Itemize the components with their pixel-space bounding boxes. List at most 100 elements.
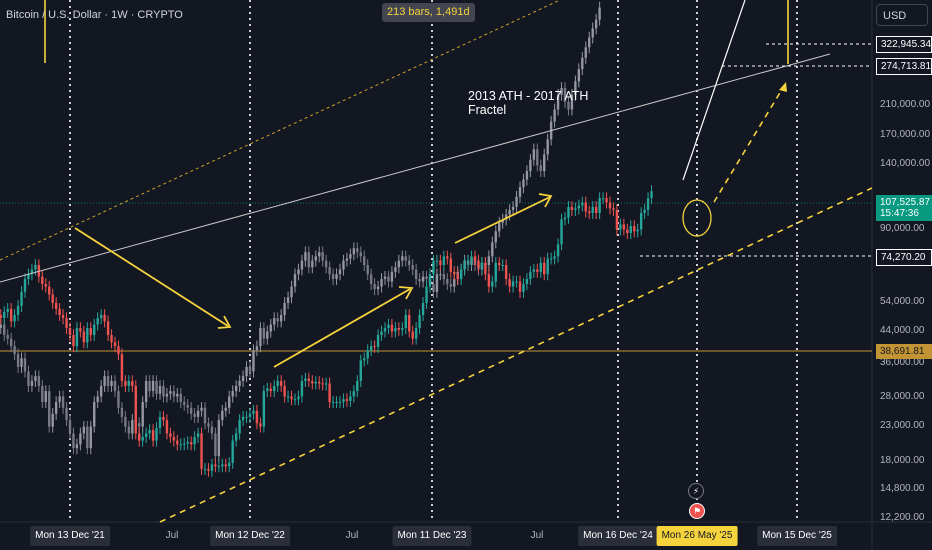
candle-body (207, 468, 210, 471)
candle-body (432, 260, 435, 275)
currency-button[interactable]: USD (876, 4, 928, 26)
candle-body (598, 198, 601, 213)
fractal-candle-body (453, 279, 456, 287)
candle-body (619, 224, 622, 230)
candle-body (401, 328, 404, 330)
bolt-icon[interactable]: ⚡ (688, 483, 704, 499)
candle-body (245, 416, 248, 418)
candle-body (266, 388, 269, 392)
candle-body (217, 466, 221, 468)
fractal-candle-body (342, 260, 345, 270)
candle-body (248, 413, 252, 417)
fractal-candle-body (151, 380, 155, 392)
candle-body (189, 442, 193, 445)
candle-body (532, 269, 536, 272)
candle-body (41, 276, 44, 285)
time-tick-jul: Jul (345, 530, 359, 541)
annotation-line-2: Fractel (468, 103, 507, 117)
fractal-overlay-candles (0, 1, 601, 463)
flag-icon[interactable]: ⚑ (689, 503, 705, 519)
fractal-candle-body (304, 252, 307, 261)
candle-body (117, 346, 120, 355)
upper-dotted-trendline[interactable] (0, 0, 561, 261)
projection-steep-line[interactable] (682, 0, 746, 181)
candle-body (96, 318, 99, 325)
fractal-candle-body (148, 380, 151, 392)
candle-body (186, 442, 189, 444)
fractal-annotation[interactable]: 2013 ATH - 2017 ATH Fractel (468, 89, 588, 117)
candle-body (255, 410, 259, 424)
fractal-candle-body (176, 393, 179, 397)
candle-body (456, 274, 459, 280)
candle-body (428, 274, 432, 287)
candle-body (103, 314, 106, 322)
candle-body (321, 383, 324, 385)
candle-body (536, 269, 539, 272)
candle-body (411, 331, 414, 339)
candle-body (608, 202, 612, 209)
fractal-candle-body (72, 433, 75, 449)
fractal-candle-body (432, 284, 435, 292)
time-label-dec-2024: Mon 16 Dec '24 (578, 526, 658, 546)
candle-body (380, 331, 383, 336)
lower-support-trendline[interactable] (159, 187, 873, 523)
projection-dashed-line[interactable] (713, 85, 785, 203)
candle-body (3, 311, 6, 319)
candle-body (318, 381, 321, 384)
fractal-candle-body (61, 396, 65, 408)
price-tick: 90,000.00 (880, 223, 925, 234)
fractal-candle-body (421, 276, 425, 282)
candle-body (636, 229, 639, 232)
white-trendline[interactable] (0, 53, 831, 283)
fractal-candle-body (501, 219, 504, 223)
fractal-candle-body (307, 252, 311, 268)
fractal-candle-body (321, 252, 324, 261)
candle-body (72, 335, 75, 347)
fractal-candle-body (539, 165, 542, 172)
candle-body (300, 380, 304, 397)
candle-body (138, 433, 141, 441)
candle-body (279, 380, 283, 386)
candle-body (200, 433, 203, 469)
candle-body (622, 224, 626, 230)
candle-body (290, 396, 293, 400)
candle-body (494, 262, 497, 282)
candle-body (356, 380, 359, 392)
price-tick: 170,000.00 (880, 129, 931, 140)
fractal-candle-body (491, 242, 494, 257)
fractal-candle-body (13, 346, 16, 355)
candle-body (196, 433, 200, 437)
fractal-candle-body (27, 371, 30, 386)
candle-body (165, 420, 169, 434)
candle-body (529, 271, 532, 280)
candle-body (504, 265, 508, 280)
candle-body (363, 358, 366, 361)
fractal-candle-body (498, 222, 501, 232)
candle-body (387, 324, 390, 329)
candle-body (498, 262, 501, 266)
candle-body (44, 284, 47, 287)
candle-body (273, 385, 276, 392)
symbol-title[interactable]: Bitcoin / U.S. Dollar · 1W · CRYPTO (6, 9, 183, 21)
time-tick-jul: Jul (165, 530, 179, 541)
candle-body (511, 281, 515, 287)
fractal-candle-body (273, 318, 276, 325)
candle-body (373, 346, 376, 348)
bar-countdown: 15:47:36 (880, 208, 919, 219)
fractal-candle-body (487, 256, 491, 266)
candle-body (408, 314, 411, 332)
candle-body (446, 256, 449, 259)
candle-body (383, 328, 387, 332)
fractal-candle-body (231, 391, 234, 397)
fractal-candle-body (588, 37, 591, 48)
arrow-up-1-line (273, 288, 411, 368)
fractal-candle-body (567, 101, 570, 110)
fractal-candle-body (252, 350, 255, 372)
candle-body (20, 291, 23, 306)
fractal-candle-body (172, 391, 176, 397)
candle-body (113, 342, 117, 347)
fractal-candle-body (93, 402, 96, 427)
fractal-candle-body (435, 274, 439, 292)
fractal-candle-body (127, 426, 131, 434)
